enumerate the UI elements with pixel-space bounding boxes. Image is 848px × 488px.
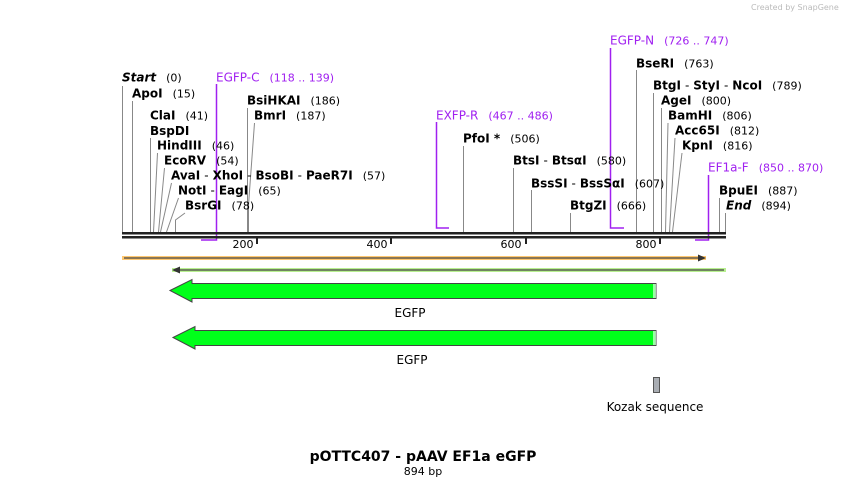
site-bsihkai[interactable]: BsiHKAI (186) xyxy=(247,93,341,108)
site-pfoi[interactable]: PfoI * (506) xyxy=(463,131,540,146)
site-line xyxy=(160,182,172,233)
ruler-tick xyxy=(659,238,661,244)
site-line xyxy=(672,152,683,233)
primer-egfp-c[interactable]: EGFP-C (118 .. 139) xyxy=(216,70,335,85)
feature-label-kozak[interactable]: Kozak sequence xyxy=(606,400,704,414)
ruler-label: 200 xyxy=(232,238,254,251)
site-btgzi[interactable]: BtgZI (666) xyxy=(570,198,647,213)
site-avai-group[interactable]: AvaI - XhoI - BsoBI - PaeR7I (57) xyxy=(171,168,386,183)
egfp-feature-arrow-2 xyxy=(171,325,657,350)
site-line xyxy=(166,197,179,233)
primer-exfp-r-mark xyxy=(435,122,449,229)
site-bpuei[interactable]: BpuEI (887) xyxy=(719,183,798,198)
site-bsssi-group[interactable]: BssSI - BssSαI (607) xyxy=(531,176,665,191)
site-line xyxy=(665,122,669,233)
sequence-length: 894 bp xyxy=(403,465,443,478)
ruler-label: 800 xyxy=(635,238,657,251)
site-acc65i[interactable]: Acc65I (812) xyxy=(675,123,760,138)
site-end[interactable]: End (894) xyxy=(726,198,791,213)
site-start[interactable]: Start (0) xyxy=(122,70,182,85)
site-bmri[interactable]: BmrI (187) xyxy=(254,108,326,123)
ruler-label: 400 xyxy=(366,238,388,251)
ruler-tick xyxy=(390,238,392,244)
backbone-top-strand xyxy=(122,232,726,235)
site-line xyxy=(153,152,158,233)
site-line xyxy=(669,137,676,233)
primer-egfp-n-mark xyxy=(609,48,624,229)
egfp-feature-arrow xyxy=(168,278,657,303)
site-kpni[interactable]: KpnI (816) xyxy=(682,138,753,153)
snapgene-watermark: Created by SnapGene xyxy=(751,3,839,12)
site-btsi-group[interactable]: BtsI - BtsαI (580) xyxy=(513,153,627,168)
site-line xyxy=(175,212,186,232)
site-clai[interactable]: ClaI (41) xyxy=(150,108,209,123)
kozak-feature xyxy=(653,377,660,393)
site-agei[interactable]: AgeI (800) xyxy=(661,93,732,108)
primer-egfp-c-mark xyxy=(201,84,218,241)
ruler-tick xyxy=(256,238,258,244)
site-bamhi[interactable]: BamHI (806) xyxy=(668,108,752,123)
primer-ef1a-f[interactable]: EF1a-F (850 .. 870) xyxy=(708,160,824,175)
feature-label-egfp[interactable]: EGFP xyxy=(394,306,426,320)
primer-exfp-r[interactable]: EXFP-R (467 .. 486) xyxy=(436,108,553,123)
site-noti-group[interactable]: NotI - EagI (65) xyxy=(178,183,281,198)
site-ecorv[interactable]: EcoRV (54) xyxy=(164,153,239,168)
site-hindiii[interactable]: HindIII (46) xyxy=(157,138,235,153)
feature-label-egfp-2[interactable]: EGFP xyxy=(396,353,428,367)
primer-ef1a-f-mark xyxy=(695,175,710,241)
orf-reverse-arrowhead xyxy=(172,266,180,274)
backbone-bottom-strand xyxy=(122,236,726,239)
map-title: pOTTC407 - pAAV EF1a eGFP xyxy=(309,449,537,465)
primer-egfp-n[interactable]: EGFP-N (726 .. 747) xyxy=(610,33,729,48)
site-bsrgi[interactable]: BsrGI (78) xyxy=(185,198,255,213)
site-apoi[interactable]: ApoI (15) xyxy=(132,86,196,101)
site-bspdi[interactable]: BspDI xyxy=(150,124,190,138)
site-bseri[interactable]: BseRI (763) xyxy=(636,56,714,71)
site-line xyxy=(158,167,165,233)
ruler-label: 600 xyxy=(500,238,522,251)
site-btgi-group[interactable]: BtgI - StyI - NcoI (789) xyxy=(653,78,802,93)
orf-forward-arrowhead xyxy=(698,254,706,262)
site-line xyxy=(248,122,255,232)
ruler-tick xyxy=(525,238,527,244)
